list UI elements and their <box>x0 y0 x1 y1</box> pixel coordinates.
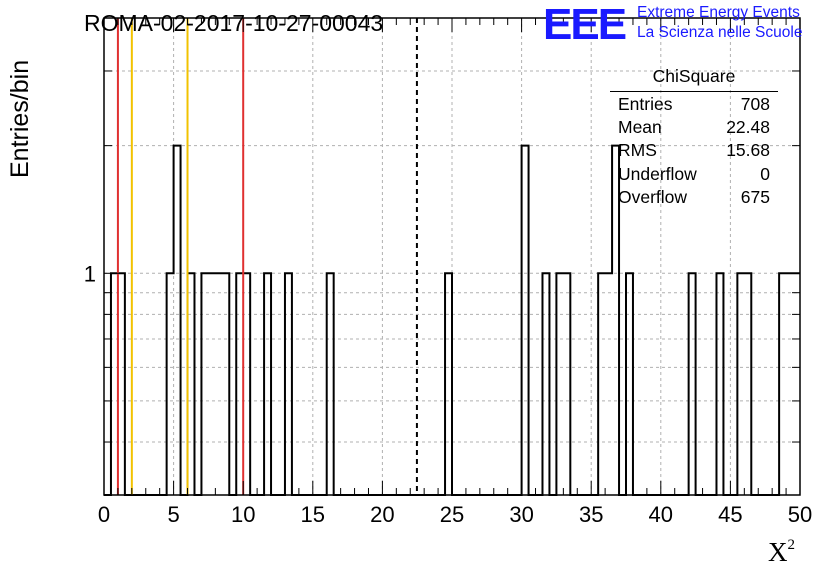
x-axis-label-superscript: 2 <box>787 537 796 553</box>
reference-lines <box>116 18 418 495</box>
stats-row-entries: Entries 708 <box>610 93 778 116</box>
stats-row-overflow: Overflow 675 <box>610 186 778 209</box>
histogram-bin <box>445 273 452 495</box>
histogram-bin <box>689 273 696 495</box>
histogram-bin <box>605 273 612 495</box>
histogram-bin <box>786 273 793 495</box>
x-tick-label: 25 <box>440 502 464 527</box>
histogram-bin <box>563 273 570 495</box>
histogram-bin <box>793 273 800 495</box>
histogram-bin <box>626 273 633 495</box>
x-tick-label: 0 <box>98 502 110 527</box>
stats-row-mean: Mean 22.48 <box>610 116 778 139</box>
stats-label: RMS <box>618 140 657 161</box>
histogram-bin <box>208 273 215 495</box>
stats-value: 708 <box>740 94 770 114</box>
stats-value: 0 <box>760 163 770 184</box>
x-tick-label: 10 <box>231 502 255 527</box>
histogram-bin <box>243 273 250 495</box>
histogram-outline <box>104 144 800 496</box>
histogram-bin <box>285 273 292 495</box>
histogram-bin <box>737 273 744 495</box>
x-tick-label: 20 <box>370 502 394 527</box>
logo-line-1: Extreme Energy Events <box>637 4 800 21</box>
stats-value: 675 <box>740 186 770 207</box>
stats-title: ChiSquare <box>610 66 778 92</box>
x-axis-label-text: X <box>768 537 788 567</box>
logo-mark: EEE <box>543 0 627 49</box>
stats-label: Mean <box>618 117 662 138</box>
logo-line-2: La Scienza nelle Scuole <box>637 24 803 41</box>
x-tick-label: 30 <box>509 502 533 527</box>
histogram-bin <box>327 273 334 495</box>
x-tick-label: 5 <box>167 502 179 527</box>
stats-value: 22.48 <box>726 117 770 138</box>
stats-box: ChiSquare Entries 708 Mean 22.48 RMS 15.… <box>610 66 778 209</box>
stats-label: Overflow <box>618 186 688 207</box>
histogram-bars <box>104 144 800 496</box>
y-axis-label: Entries/bin <box>6 59 34 178</box>
histogram-bin <box>215 273 222 495</box>
histogram-bin <box>118 273 125 495</box>
histogram-bin <box>222 273 229 495</box>
y-tick-label: 1 <box>84 261 96 286</box>
histogram-bin <box>779 273 786 495</box>
histogram-bin <box>556 273 563 495</box>
x-tick-label: 50 <box>788 502 812 527</box>
run-title: ROMA-02-2017-10-27-00043 <box>84 10 384 36</box>
stats-value: 15.68 <box>726 140 770 161</box>
x-tick-label: 15 <box>301 502 325 527</box>
histogram-bin <box>111 273 118 495</box>
stats-row-underflow: Underflow 0 <box>610 163 778 186</box>
x-axis-label: X2 <box>768 537 795 568</box>
stats-row-rms: RMS 15.68 <box>610 139 778 162</box>
x-tick-label: 40 <box>649 502 673 527</box>
x-tick-label: 45 <box>718 502 742 527</box>
histogram-bin <box>167 273 174 495</box>
histogram-bin <box>264 273 271 495</box>
stats-label: Entries <box>618 94 673 114</box>
histogram-bin <box>598 273 605 495</box>
stats-label: Underflow <box>618 163 697 184</box>
axes: 0 5 10 15 20 25 30 35 40 45 50 1 <box>84 17 812 527</box>
histogram-bin <box>744 273 751 495</box>
histogram-bin <box>188 273 195 495</box>
histogram-bin <box>716 273 723 495</box>
x-tick-label: 35 <box>579 502 603 527</box>
histogram-bin <box>174 146 181 495</box>
histogram-bin <box>542 273 549 495</box>
histogram-bin <box>522 146 529 495</box>
histogram-bin <box>236 273 243 495</box>
histogram-bin <box>201 273 208 495</box>
